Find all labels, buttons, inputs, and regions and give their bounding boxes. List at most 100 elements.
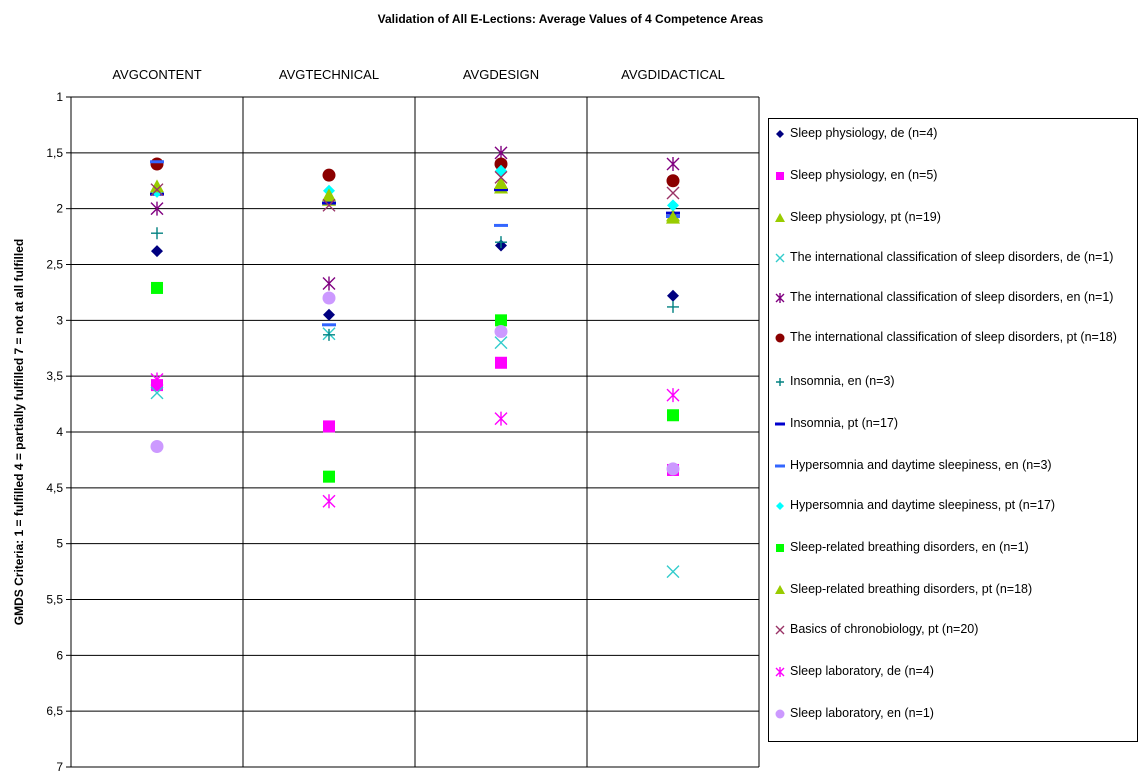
data-point (666, 565, 680, 579)
data-point (150, 183, 164, 197)
data-point (494, 336, 508, 350)
legend-marker-icon (775, 293, 785, 303)
data-point (494, 170, 508, 184)
data-point (322, 276, 336, 291)
category-label: AVGDIDACTICAL (621, 67, 725, 82)
data-point (150, 386, 164, 400)
data-point (494, 145, 508, 160)
data-point (667, 409, 679, 422)
legend-marker (776, 502, 784, 510)
data-point (666, 174, 680, 188)
y-tick-label: 1,5 (46, 146, 63, 160)
legend-item: Sleep-related breathing disorders, pt (n… (773, 581, 1133, 597)
legend-marker (775, 709, 785, 719)
legend-item: Hypersomnia and daytime sleepiness, en (… (773, 457, 1133, 473)
legend-label: Sleep laboratory, de (n=4) (790, 664, 934, 678)
legend-item: Insomnia, pt (n=17) (773, 415, 1133, 431)
data-point (151, 227, 163, 240)
data-point (494, 188, 508, 192)
data-point (494, 175, 508, 189)
y-axis: 1 1,5 2 2,5 3 3,5 4 4,5 5 5,5 6 6,5 7 (46, 90, 71, 772)
y-tick-label: 4 (56, 425, 63, 439)
legend-item: Hypersomnia and daytime sleepiness, pt (… (773, 497, 1133, 513)
legend-marker-icon (775, 709, 785, 719)
legend-marker (776, 130, 784, 138)
legend-label: Sleep-related breathing disorders, en (n… (790, 540, 1029, 554)
legend-label: Insomnia, pt (n=17) (790, 416, 899, 430)
x-axis-categories: AVGCONTENT AVGTECHNICAL AVGDESIGN AVGDIDACT… (112, 67, 725, 82)
data-point (495, 314, 507, 327)
data-point (495, 236, 507, 249)
data-point (151, 245, 163, 258)
y-tick-label: 7 (56, 760, 63, 772)
legend-item: Sleep laboratory, de (n=4) (773, 663, 1133, 679)
y-tick-label: 3 (56, 313, 63, 327)
y-tick-label: 4,5 (46, 481, 63, 495)
data-point (322, 198, 336, 212)
legend-label: Sleep physiology, en (n=5) (790, 168, 938, 182)
legend-item: The international classification of slee… (773, 329, 1133, 345)
category-label: AVGDESIGN (463, 67, 539, 82)
data-point (494, 157, 508, 171)
data-point (150, 372, 164, 387)
data-point (322, 188, 336, 202)
legend-label: Sleep laboratory, en (n=1) (790, 706, 934, 720)
data-point (666, 186, 680, 200)
chart-title: Validation of All E-Lections: Average Va… (377, 12, 764, 26)
data-point (150, 201, 164, 216)
legend-marker (775, 293, 785, 303)
data-point (494, 223, 508, 227)
legend-marker-icon (776, 378, 784, 386)
legend-label: Sleep-related breathing disorders, pt (n… (790, 582, 1033, 596)
legend-marker (776, 378, 784, 386)
category-label: AVGCONTENT (112, 67, 201, 82)
data-point (150, 440, 164, 454)
data-point (151, 281, 163, 294)
data-point (494, 411, 508, 426)
y-tick-label: 6,5 (46, 704, 63, 718)
y-tick-label: 2 (56, 202, 63, 216)
legend-label: Sleep physiology, de (n=4) (790, 126, 938, 140)
legend-marker-icon (776, 544, 784, 552)
y-tick-label: 1 (56, 90, 63, 104)
legend-marker-icon (775, 333, 785, 343)
legend-item: The international classification of slee… (773, 289, 1133, 305)
y-axis-label: GMDS Criteria: 1 = fulfilled 4 = partial… (12, 239, 26, 625)
y-tick-label: 5 (56, 537, 63, 551)
legend-item: Basics of chronobiology, pt (n=20) (773, 621, 1133, 637)
legend-label: Hypersomnia and daytime sleepiness, pt (… (790, 498, 1056, 512)
data-point (322, 201, 336, 205)
legend-label: Sleep physiology, pt (n=19) (790, 210, 941, 224)
data-marks (150, 145, 680, 579)
legend-marker (775, 585, 785, 594)
legend-marker (776, 172, 784, 180)
legend-marker (775, 213, 785, 222)
data-point (666, 388, 680, 403)
legend-label: Basics of chronobiology, pt (n=20) (790, 622, 979, 636)
legend-marker-icon (775, 625, 785, 635)
data-point (323, 420, 335, 433)
data-point (150, 160, 164, 164)
legend-marker-icon (776, 130, 784, 138)
legend-marker-icon (775, 213, 785, 222)
data-point (322, 494, 336, 509)
legend-item: Sleep physiology, de (n=4) (773, 125, 1133, 141)
legend-label: The international classification of slee… (790, 250, 1114, 264)
data-point (323, 470, 335, 483)
legend-marker-icon (775, 667, 785, 677)
data-point (322, 323, 336, 327)
legend-marker-icon (775, 422, 785, 426)
category-label: AVGTECHNICAL (279, 67, 379, 82)
legend-marker (775, 625, 785, 635)
legend-marker (775, 667, 785, 677)
legend-marker-icon (776, 502, 784, 510)
data-point (150, 179, 164, 193)
legend-marker-icon (775, 585, 785, 594)
legend-marker (775, 464, 785, 468)
legend-item: The international classification of slee… (773, 249, 1133, 265)
data-point (666, 157, 680, 171)
data-point (667, 289, 679, 302)
legend-marker (776, 544, 784, 552)
data-point (667, 300, 679, 313)
